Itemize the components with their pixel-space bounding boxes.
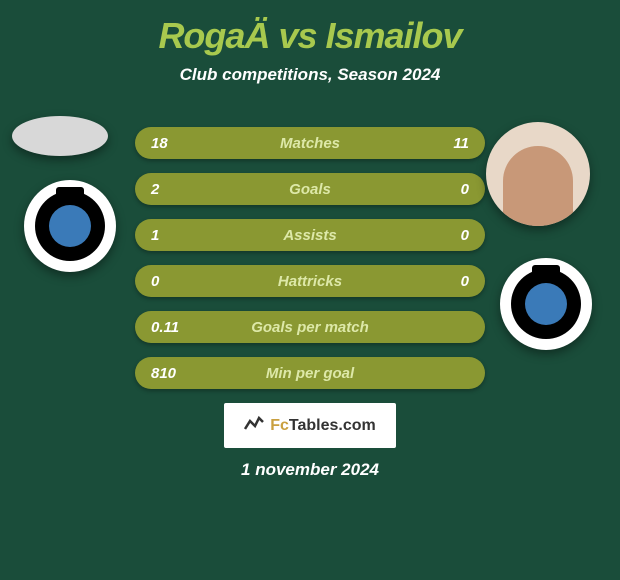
stat-left-value: 18 bbox=[151, 135, 191, 152]
stat-row-min-per-goal: 810 Min per goal bbox=[135, 357, 485, 389]
watermark-prefix: Fc bbox=[270, 417, 289, 434]
comparison-card: RogaÄ vs Ismailov Club competitions, Sea… bbox=[0, 0, 620, 580]
page-title: RogaÄ vs Ismailov bbox=[158, 15, 461, 57]
chart-icon bbox=[244, 415, 264, 436]
player-right-avatar bbox=[486, 122, 590, 226]
watermark-suffix: Tables.com bbox=[289, 417, 376, 434]
stat-label: Hattricks bbox=[191, 273, 429, 290]
stat-left-value: 1 bbox=[151, 227, 191, 244]
stat-label: Goals per match bbox=[191, 319, 429, 336]
watermark-text: FcTables.com bbox=[270, 417, 376, 435]
stat-right-value: 11 bbox=[429, 135, 469, 152]
stat-right-value: 0 bbox=[429, 227, 469, 244]
watermark-badge: FcTables.com bbox=[224, 403, 396, 448]
stat-row-assists: 1 Assists 0 bbox=[135, 219, 485, 251]
date-label: 1 november 2024 bbox=[241, 460, 379, 480]
stat-left-value: 2 bbox=[151, 181, 191, 198]
stat-left-value: 0.11 bbox=[151, 319, 191, 336]
stat-row-goals: 2 Goals 0 bbox=[135, 173, 485, 205]
subtitle: Club competitions, Season 2024 bbox=[180, 65, 441, 85]
stat-label: Assists bbox=[191, 227, 429, 244]
stat-row-hattricks: 0 Hattricks 0 bbox=[135, 265, 485, 297]
stat-label: Goals bbox=[191, 181, 429, 198]
player-right-club-logo bbox=[500, 258, 592, 350]
player-left-club-logo bbox=[24, 180, 116, 272]
stat-row-goals-per-match: 0.11 Goals per match bbox=[135, 311, 485, 343]
stat-left-value: 0 bbox=[151, 273, 191, 290]
stat-right-value: 0 bbox=[429, 181, 469, 198]
stats-table: 18 Matches 11 2 Goals 0 1 Assists 0 0 Ha… bbox=[135, 127, 485, 389]
stat-left-value: 810 bbox=[151, 365, 191, 382]
stat-label: Min per goal bbox=[191, 365, 429, 382]
stat-row-matches: 18 Matches 11 bbox=[135, 127, 485, 159]
stat-label: Matches bbox=[191, 135, 429, 152]
player-left-avatar bbox=[12, 116, 108, 156]
stat-right-value: 0 bbox=[429, 273, 469, 290]
